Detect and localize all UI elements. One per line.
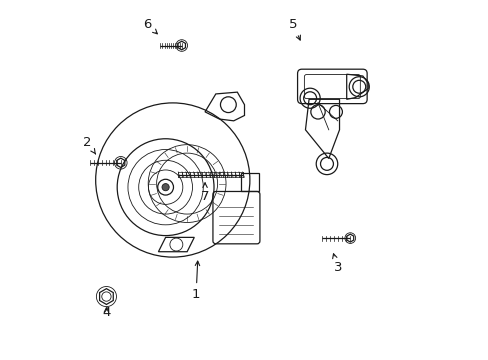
Text: 1: 1 <box>191 261 200 301</box>
Text: 5: 5 <box>288 18 300 40</box>
Text: 2: 2 <box>83 136 95 154</box>
Circle shape <box>162 184 169 191</box>
Text: 6: 6 <box>142 18 157 34</box>
Text: 3: 3 <box>332 254 341 274</box>
Text: 4: 4 <box>102 306 110 319</box>
Text: 7: 7 <box>201 183 209 203</box>
